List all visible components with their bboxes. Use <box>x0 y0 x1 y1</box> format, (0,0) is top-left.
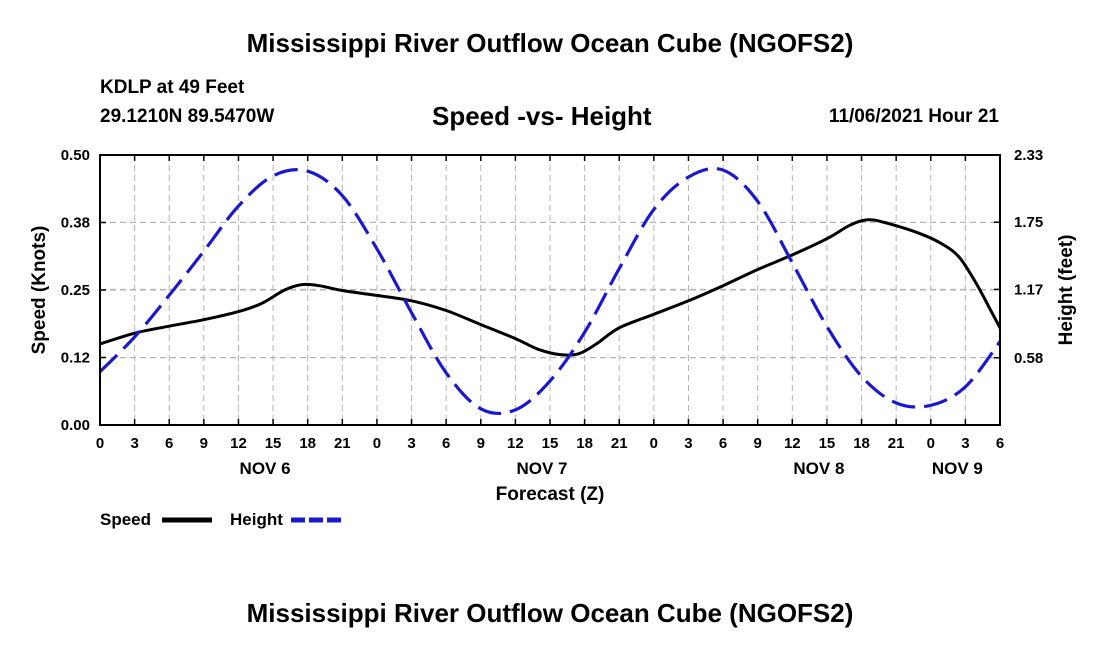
y2-axis-label: Height (feet) <box>1056 235 1077 346</box>
x-tick-label: 9 <box>200 435 208 452</box>
y-tick-label: 0.50 <box>61 147 90 164</box>
x-tick-label: 21 <box>334 435 351 452</box>
y2-tick-label: 2.33 <box>1014 147 1043 164</box>
x-tick-label: 9 <box>754 435 762 452</box>
x-tick-label: 18 <box>853 435 870 452</box>
x-tick-label: 0 <box>927 435 935 452</box>
x-tick-label: 12 <box>784 435 801 452</box>
x-tick-label: 6 <box>165 435 173 452</box>
chart-main-title: Mississippi River Outflow Ocean Cube (NG… <box>246 28 854 58</box>
x-tick-label: 3 <box>130 435 138 452</box>
x-tick-label: 21 <box>611 435 628 452</box>
y-tick-label: 0.38 <box>61 215 90 232</box>
legend-label-speed: Speed <box>100 510 151 529</box>
y2-tick-label: 0.58 <box>1014 350 1043 367</box>
footer-title: Mississippi River Outflow Ocean Cube (NG… <box>246 598 854 628</box>
series-line-speed <box>100 218 1000 357</box>
x-tick-label: 3 <box>961 435 969 452</box>
x-tick-label: 6 <box>719 435 727 452</box>
x-tick-label: 9 <box>477 435 485 452</box>
x-tick-label: 15 <box>819 435 836 452</box>
forecast-datetime: 11/06/2021 Hour 21 <box>828 106 999 127</box>
y-tick-label: 0.25 <box>61 282 90 299</box>
x-tick-label: 3 <box>407 435 415 452</box>
series-layer <box>100 166 1000 416</box>
y2-tick-label: 1.75 <box>1014 214 1043 231</box>
x-axis-label: Forecast (Z) <box>496 484 605 505</box>
day-label: NOV 8 <box>793 459 844 478</box>
station-label: KDLP at 49 Feet <box>100 77 245 98</box>
x-tick-label: 3 <box>684 435 692 452</box>
x-tick-label: 21 <box>888 435 905 452</box>
y2-tick-label: 1.17 <box>1014 281 1043 298</box>
x-tick-label: 12 <box>230 435 247 452</box>
x-tick-label: 0 <box>96 435 104 452</box>
x-tick-label: 18 <box>576 435 593 452</box>
x-tick-label: 6 <box>442 435 450 452</box>
x-tick-label: 18 <box>299 435 316 452</box>
x-tick-label: 12 <box>507 435 524 452</box>
x-tick-label: 15 <box>542 435 559 452</box>
day-label: NOV 9 <box>932 459 983 478</box>
x-tick-label: 0 <box>373 435 381 452</box>
day-label: NOV 7 <box>516 459 567 478</box>
legend: Speed Height <box>100 510 342 529</box>
legend-label-height: Height <box>230 510 283 529</box>
x-tick-label: 0 <box>650 435 658 452</box>
axes: 0 3 6 9 12 15 18 21 0 3 6 9 12 15 18 21 0 3 6 9 12 15 18 21 0 3 6N… <box>61 147 1043 478</box>
x-tick-label: 15 <box>265 435 282 452</box>
grid-lines <box>100 154 1000 425</box>
y-tick-label: 0.00 <box>61 417 90 434</box>
station-coordinates: 29.1210N 89.5470W <box>100 106 275 127</box>
series-line-height <box>100 166 1000 416</box>
day-label: NOV 6 <box>240 459 291 478</box>
chart-subtitle: Speed -vs- Height <box>432 101 652 131</box>
y-tick-label: 0.12 <box>61 350 90 367</box>
y-axis-label: Speed (Knots) <box>29 226 50 355</box>
speed-height-chart: 0 3 6 9 12 15 18 21 0 3 6 9 12 15 18 21 0 3 6 9 12 15 18 21 0 3 6N… <box>29 147 1077 529</box>
x-tick-label: 6 <box>996 435 1004 452</box>
